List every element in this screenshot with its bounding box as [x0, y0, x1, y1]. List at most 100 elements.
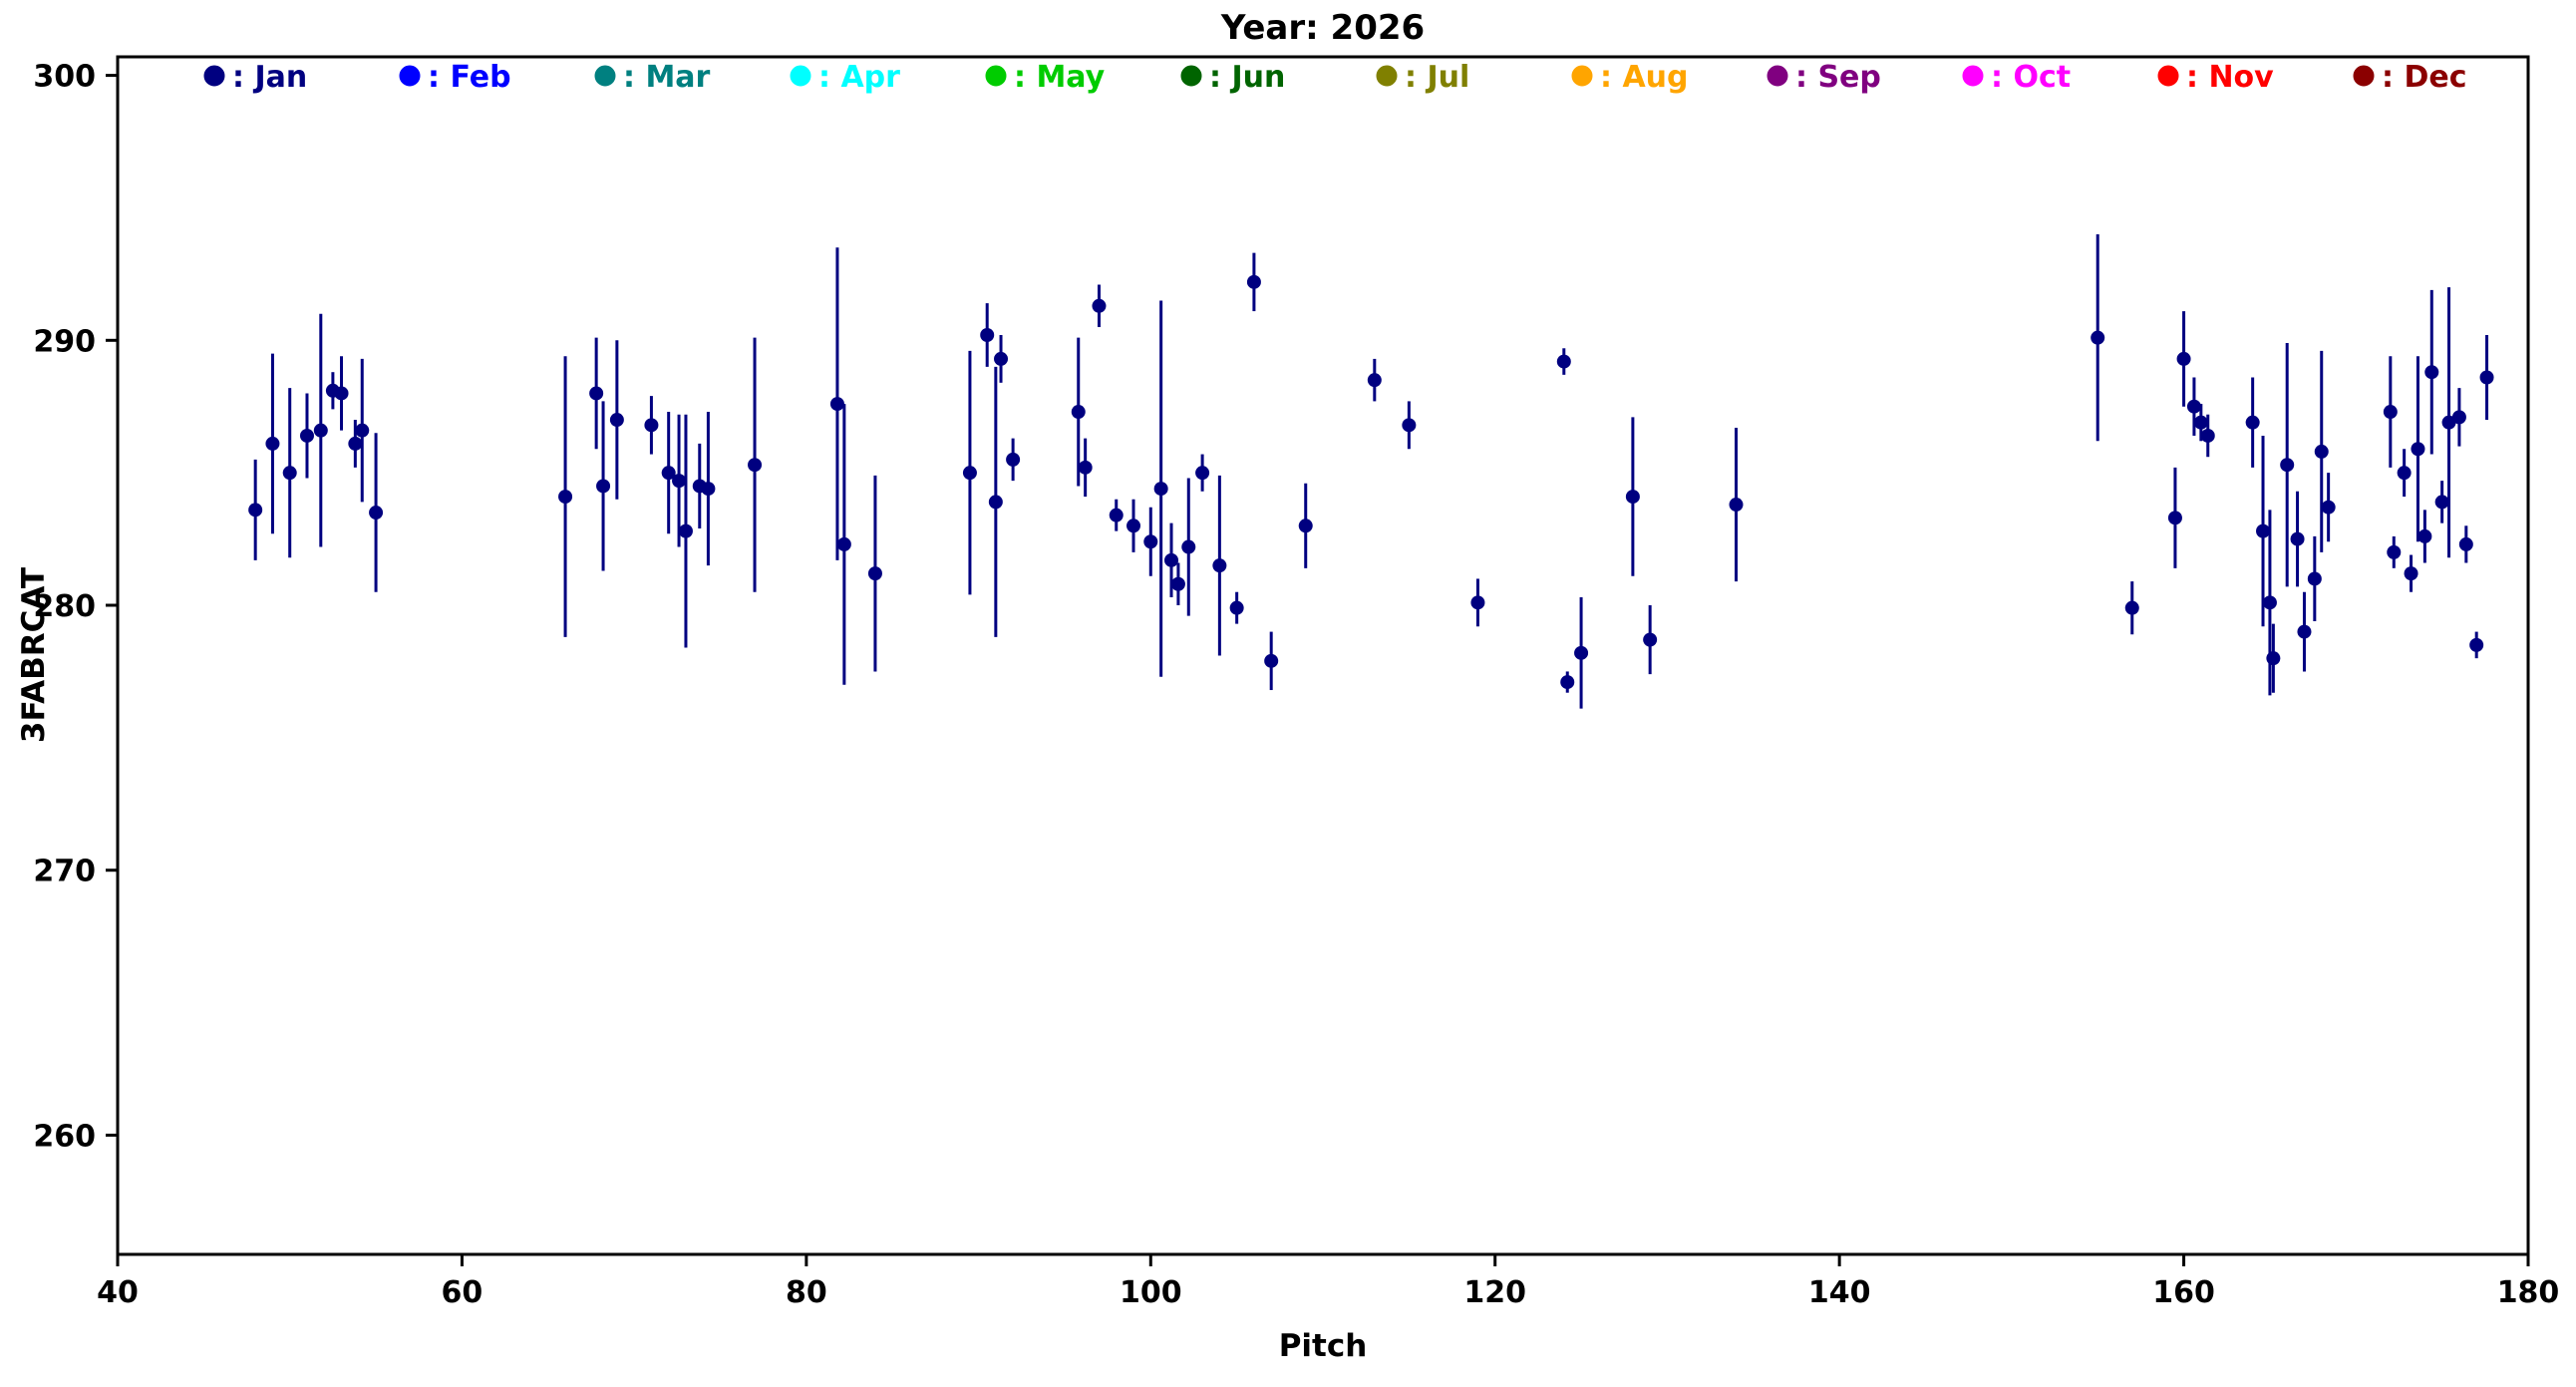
data-point — [701, 482, 716, 497]
legend-marker-feb — [399, 65, 421, 87]
data-point — [2167, 511, 2182, 525]
data-point — [2262, 595, 2277, 610]
y-tick-label: 260 — [33, 1119, 96, 1154]
data-point — [1402, 418, 1417, 433]
data-point — [2397, 466, 2412, 481]
y-tick-label: 290 — [33, 324, 96, 359]
y-tick-label: 270 — [33, 855, 96, 889]
legend-marker-jun — [1180, 65, 1202, 87]
data-point — [2297, 624, 2312, 639]
data-point — [589, 386, 604, 401]
chart-title: Year: 2026 — [1220, 8, 1426, 48]
data-point — [980, 327, 995, 342]
data-point — [829, 397, 844, 412]
data-point — [2307, 571, 2322, 586]
x-tick-label: 80 — [786, 1275, 827, 1310]
legend-label-jan: : Jan — [232, 60, 307, 95]
data-point — [994, 351, 1009, 366]
legend-label-may: : May — [1014, 60, 1106, 95]
legend-label-jun: : Jun — [1209, 60, 1285, 95]
plot-border — [116, 55, 2530, 1256]
y-tick-label: 300 — [33, 60, 96, 95]
data-point — [2321, 500, 2336, 515]
data-point — [672, 474, 687, 489]
data-point — [1246, 274, 1261, 289]
data-point — [248, 503, 263, 518]
legend-label-dec: : Dec — [2382, 60, 2466, 95]
legend-marker-jan — [203, 65, 225, 87]
data-point — [1195, 466, 1210, 481]
legend-label-feb: : Feb — [428, 60, 511, 95]
data-point — [2176, 351, 2191, 366]
legend-marker-dec — [2353, 65, 2375, 87]
legend-marker-mar — [594, 65, 616, 87]
data-point — [2387, 544, 2402, 559]
data-point — [1109, 508, 1124, 522]
data-point — [1127, 519, 1141, 533]
data-point — [962, 466, 977, 481]
data-point — [2479, 370, 2494, 385]
data-point — [596, 479, 611, 494]
data-point — [2124, 600, 2139, 615]
data-point — [1264, 653, 1279, 668]
data-point — [1574, 645, 1589, 660]
legend-label-oct: : Oct — [1991, 60, 2071, 95]
data-point — [1643, 632, 1658, 647]
data-point — [678, 523, 693, 538]
legend-marker-oct — [1962, 65, 1984, 87]
data-point — [369, 506, 384, 520]
data-point — [2417, 528, 2432, 543]
data-point — [299, 428, 314, 443]
data-point — [1298, 519, 1313, 533]
data-point — [2290, 531, 2305, 546]
data-point — [2256, 523, 2271, 538]
x-tick-label: 160 — [2152, 1275, 2215, 1310]
x-tick-label: 40 — [97, 1275, 139, 1310]
data-point — [2458, 536, 2473, 551]
data-point — [1170, 576, 1185, 591]
data-point — [748, 458, 763, 473]
data-point — [2266, 651, 2281, 666]
data-point — [2451, 410, 2466, 425]
data-point — [1092, 298, 1107, 313]
data-point — [1143, 534, 1158, 549]
data-point — [1164, 552, 1179, 567]
data-point — [558, 490, 573, 505]
data-point — [1212, 558, 1227, 573]
data-point — [1729, 498, 1744, 513]
data-point — [988, 495, 1003, 510]
data-point — [334, 386, 349, 401]
data-point — [1367, 373, 1382, 388]
data-point — [1006, 452, 1021, 467]
data-point — [836, 536, 851, 551]
data-point — [1071, 405, 1086, 420]
data-point — [2434, 495, 2449, 510]
data-point — [2441, 415, 2456, 430]
data-point — [1625, 490, 1640, 505]
x-tick-label: 60 — [442, 1275, 483, 1310]
data-point — [355, 423, 370, 438]
data-point — [2245, 415, 2260, 430]
data-point — [1181, 539, 1196, 554]
data-point — [1229, 600, 1244, 615]
data-point — [2469, 637, 2484, 652]
data-point — [2424, 365, 2439, 380]
data-point — [1556, 354, 1571, 369]
x-tick-label: 140 — [1808, 1275, 1871, 1310]
legend-label-sep: : Sep — [1795, 60, 1881, 95]
data-point — [1078, 460, 1093, 475]
legend-marker-nov — [2157, 65, 2179, 87]
legend-marker-sep — [1767, 65, 1788, 87]
data-point — [661, 466, 676, 481]
legend-label-mar: : Mar — [623, 60, 711, 95]
data-point — [265, 436, 280, 451]
x-axis-label: Pitch — [1278, 1328, 1368, 1364]
data-point — [2280, 458, 2295, 473]
data-point — [2404, 566, 2418, 581]
data-point — [2314, 444, 2329, 459]
legend-label-nov: : Nov — [2186, 60, 2274, 95]
legend-label-aug: : Aug — [1600, 60, 1689, 95]
legend-marker-aug — [1571, 65, 1593, 87]
